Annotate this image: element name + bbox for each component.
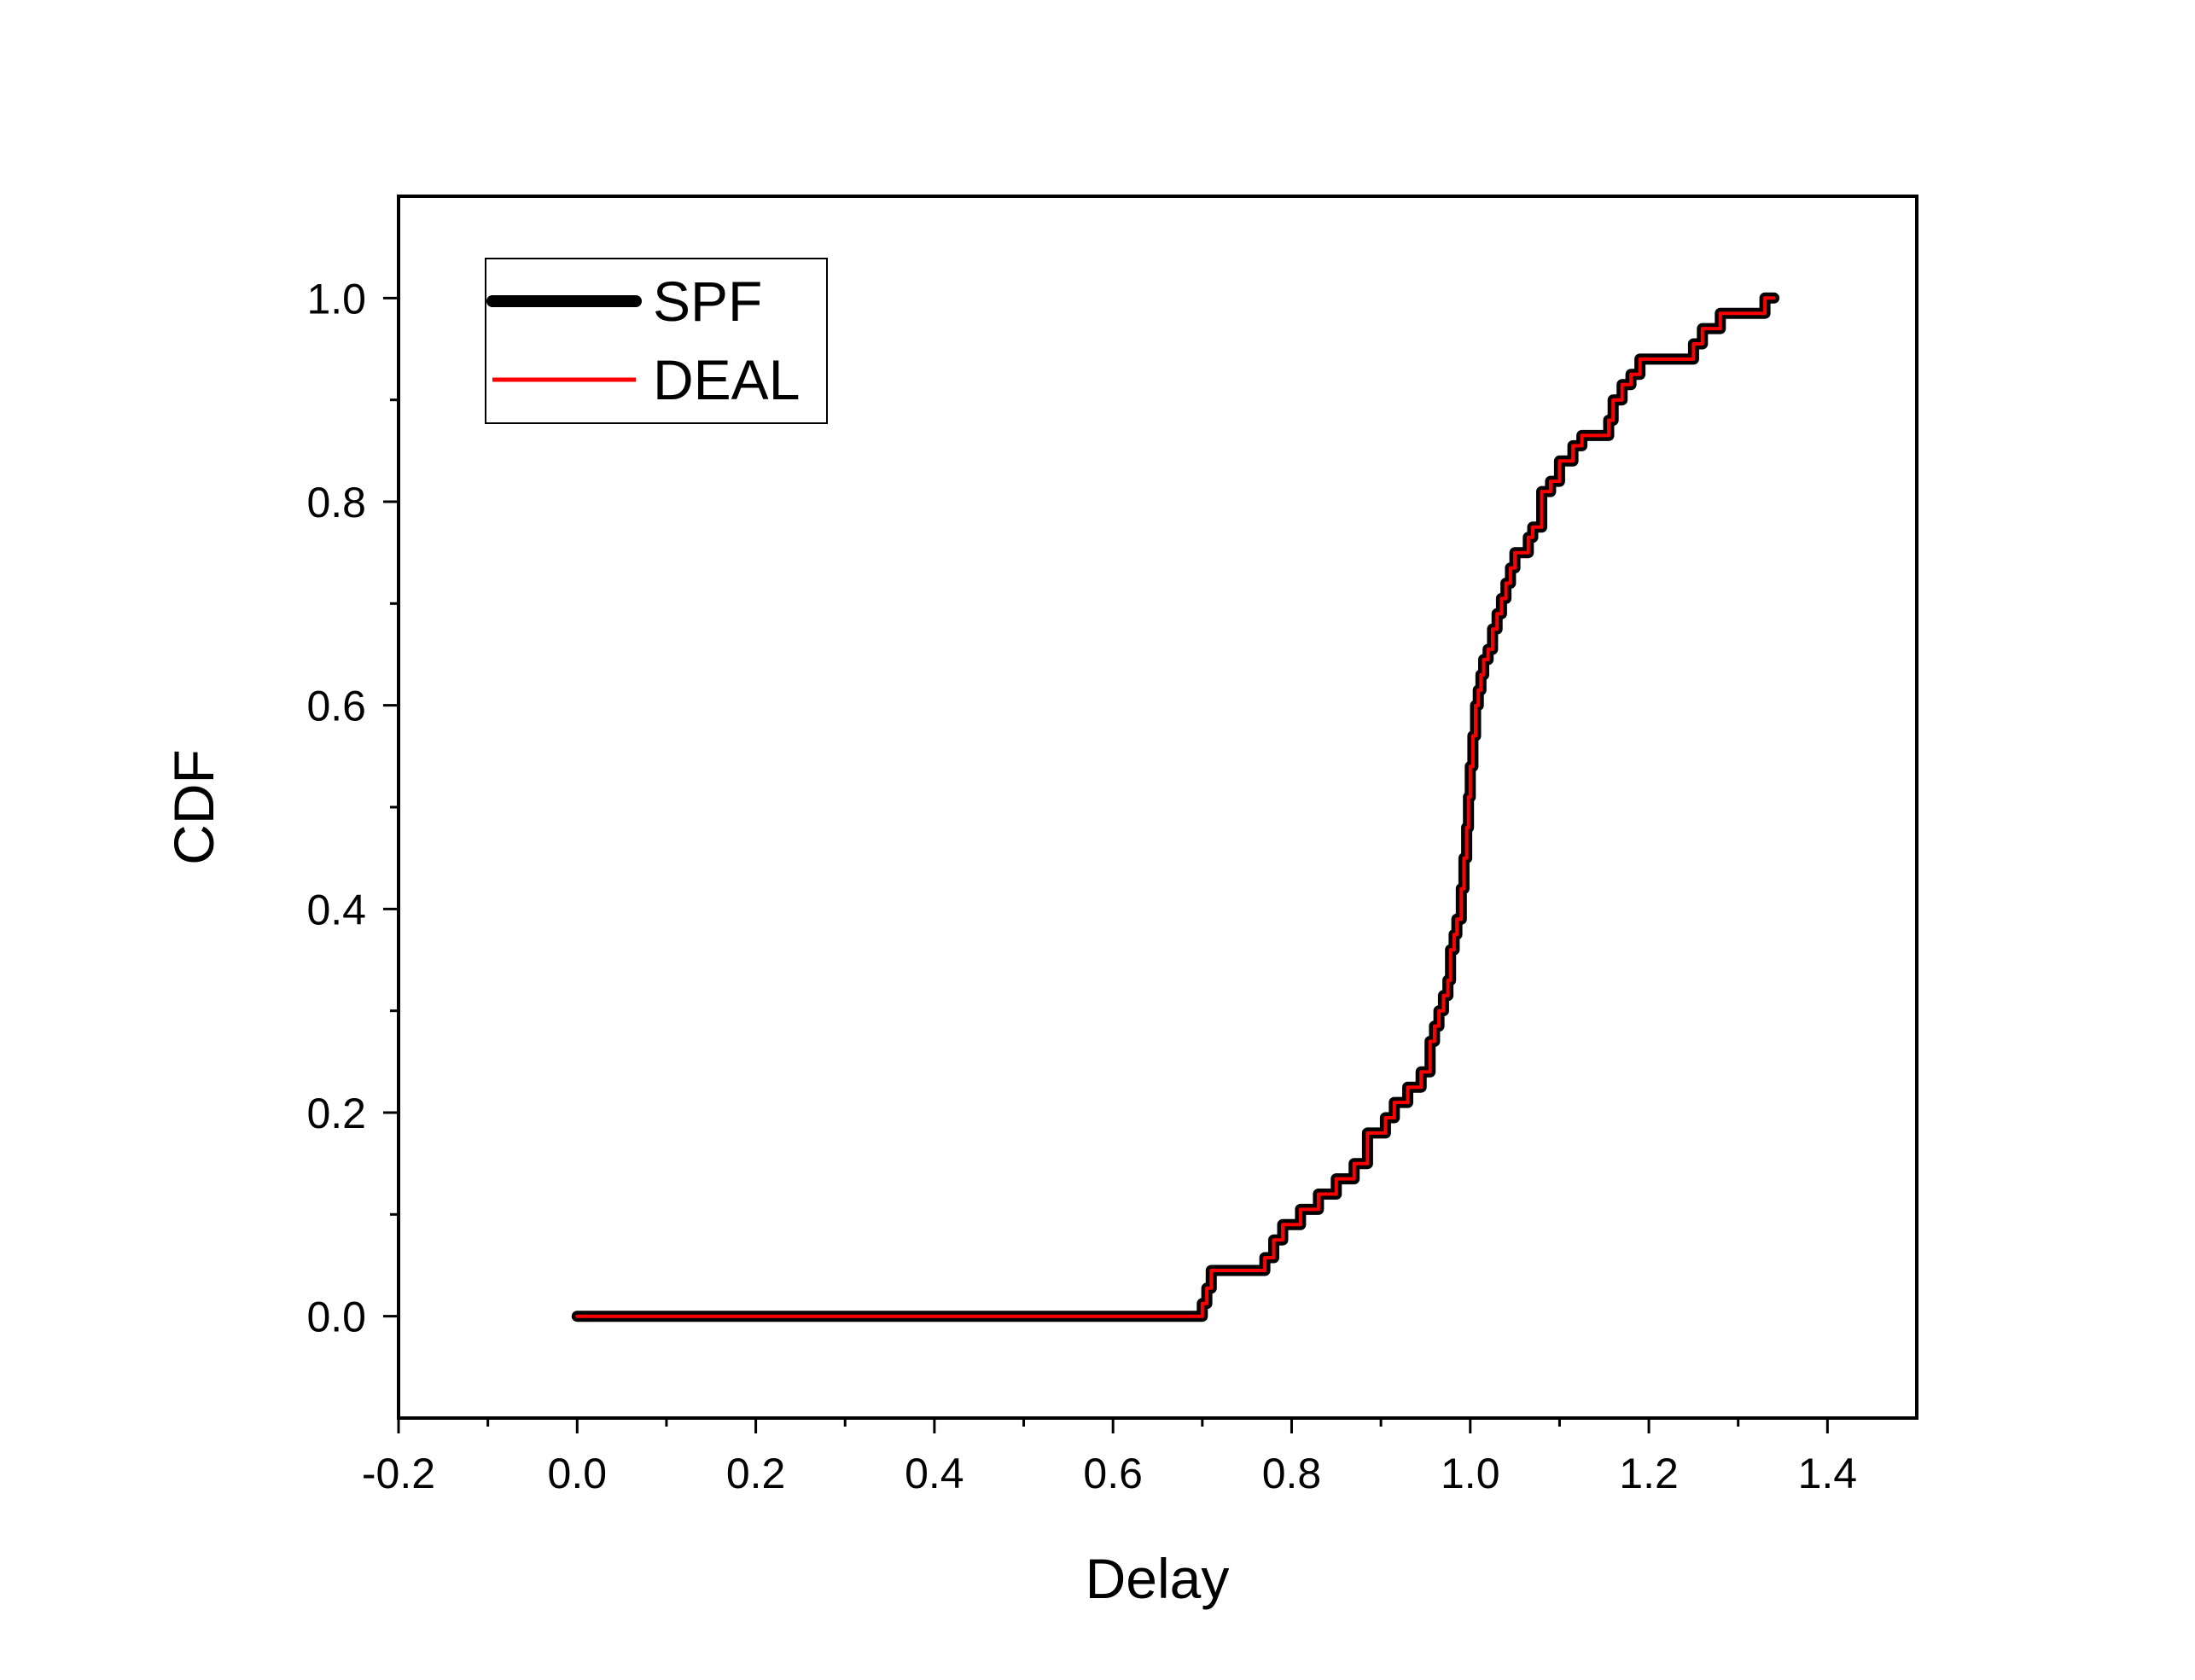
y-tick-label-3: 0.6 bbox=[306, 683, 366, 730]
x-axis-title: Delay bbox=[1086, 1547, 1230, 1610]
x-tick-label-4: 0.6 bbox=[1083, 1450, 1143, 1497]
legend-label-spf: SPF bbox=[653, 270, 762, 333]
series-layer bbox=[571, 292, 1780, 1322]
y-tick-label-4: 0.8 bbox=[306, 479, 366, 526]
x-tick-label-2: 0.2 bbox=[726, 1450, 786, 1497]
x-tick-label-3: 0.4 bbox=[905, 1450, 964, 1497]
x-tick-label-6: 1.0 bbox=[1441, 1450, 1500, 1497]
y-axis-title: CDF bbox=[162, 749, 225, 865]
y-tick-label-1: 0.2 bbox=[306, 1090, 366, 1137]
y-tick-label-0: 0.0 bbox=[306, 1293, 366, 1341]
x-tick-label-8: 1.4 bbox=[1798, 1450, 1858, 1497]
legend-label-deal: DEAL bbox=[653, 348, 800, 411]
y-tick-label-2: 0.4 bbox=[306, 886, 366, 933]
x-axis: -0.2 0.0 0.2 0.4 0.6 0.8 1.0 1.2 1.4 bbox=[362, 1418, 1857, 1497]
legend: SPF DEAL bbox=[485, 258, 828, 424]
y-axis: 0.0 0.2 0.4 0.6 0.8 1.0 bbox=[306, 275, 399, 1341]
legend-box bbox=[485, 258, 828, 424]
series-line-deal bbox=[575, 296, 1776, 1318]
x-tick-label-7: 1.2 bbox=[1619, 1450, 1679, 1497]
y-tick-label-5: 1.0 bbox=[306, 275, 366, 323]
series-line-spf bbox=[571, 292, 1780, 1322]
x-tick-label-1: 0.0 bbox=[548, 1450, 608, 1497]
x-tick-label-0: -0.2 bbox=[362, 1450, 435, 1497]
x-tick-label-5: 0.8 bbox=[1262, 1450, 1322, 1497]
